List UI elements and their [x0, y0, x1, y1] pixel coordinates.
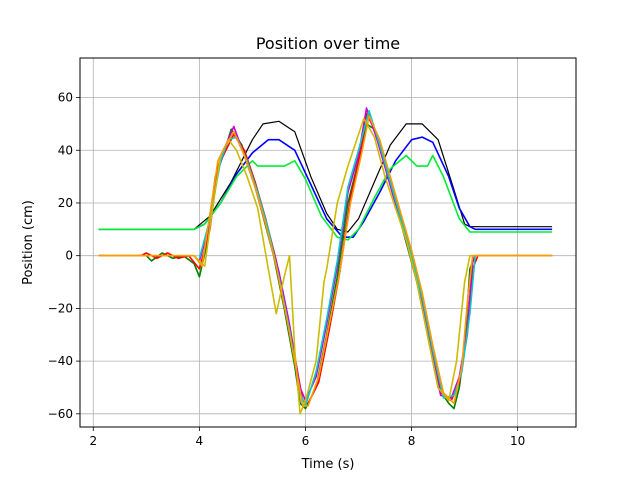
series-line-9	[98, 115, 553, 407]
x-tick-label: 2	[89, 434, 97, 448]
y-tick-label: 40	[58, 143, 73, 157]
y-tick-label: 20	[58, 196, 73, 210]
x-tick-label: 10	[510, 434, 525, 448]
y-tick-label: −60	[48, 407, 73, 421]
series-line-2	[98, 136, 553, 238]
x-tick-label: 8	[408, 434, 416, 448]
grid-layer	[80, 58, 576, 427]
x-axis-ticks: 2 4 6 8 10	[89, 427, 525, 448]
chart-title: Position over time	[256, 34, 400, 53]
y-axis-label: Position (cm)	[21, 200, 36, 285]
x-tick-label: 4	[196, 434, 204, 448]
x-tick-label: 6	[302, 434, 310, 448]
series-layer	[98, 107, 553, 415]
x-axis-label: Time (s)	[301, 457, 355, 472]
plot-frame	[79, 57, 577, 428]
series-line-8	[98, 117, 553, 415]
y-tick-label: 60	[58, 91, 73, 105]
y-tick-label: −40	[48, 354, 73, 368]
y-tick-label: −20	[48, 301, 73, 315]
y-tick-label: 0	[65, 249, 73, 263]
y-axis-ticks: −60 −40 −20 0 20 40 60	[48, 91, 80, 421]
